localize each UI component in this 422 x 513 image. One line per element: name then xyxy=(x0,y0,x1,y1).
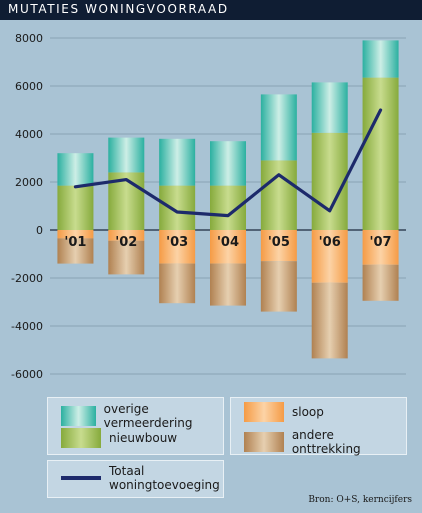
legend-label-overige: overige vermeerdering xyxy=(103,402,193,430)
bar-overige-vermeerdering-4 xyxy=(260,94,297,161)
x-tick-label: '02 xyxy=(115,235,137,250)
legend-item-overige: overige vermeerdering xyxy=(61,402,223,430)
bar-overige-vermeerdering-0 xyxy=(57,153,94,186)
title-bar: MUTATIES WONINGVOORRAAD xyxy=(0,0,422,20)
bar-andere-onttrekking-0 xyxy=(57,238,94,264)
legend-increase-box: overige vermeerdering nieuwbouw xyxy=(47,397,224,455)
y-tick-label: -6000 xyxy=(11,368,43,381)
legend-decrease-box: sloop andere onttrekking xyxy=(230,397,407,456)
chart: '01 '02 '03 '04 '05 '06 '07 -6000 -4000 -2000 0 20… xyxy=(11,32,406,381)
legend-item-nieuwbouw: nieuwbouw xyxy=(61,428,177,448)
y-tick-label: -4000 xyxy=(11,320,43,333)
bar-nieuwbouw-6 xyxy=(362,77,399,230)
bar-nieuwbouw-5 xyxy=(311,132,348,230)
legend-item-totaal: Totaal woningtoevoeging xyxy=(61,464,220,492)
bar-andere-onttrekking-3 xyxy=(210,263,246,306)
x-tick-label: '03 xyxy=(166,235,188,250)
y-tick-label: 4000 xyxy=(15,128,43,141)
swatch-sloop xyxy=(244,402,284,422)
y-tick-label: 2000 xyxy=(15,176,43,189)
y-tick-label: 0 xyxy=(36,224,43,237)
bar-overige-vermeerdering-3 xyxy=(210,141,246,186)
x-tick-label: '06 xyxy=(319,235,341,250)
bar-sloop-0 xyxy=(57,230,94,239)
bar-nieuwbouw-3 xyxy=(210,185,246,230)
bar-andere-onttrekking-2 xyxy=(159,263,196,304)
x-tick-label: '01 xyxy=(64,235,86,250)
legend-line-box: Totaal woningtoevoeging xyxy=(47,460,224,498)
bar-sloop-6 xyxy=(362,230,399,265)
y-tick-label: 8000 xyxy=(15,32,43,45)
bar-nieuwbouw-2 xyxy=(159,185,196,230)
legend-label-sloop: sloop xyxy=(292,405,324,419)
swatch-totaal-line xyxy=(61,476,101,480)
swatch-onttrekking xyxy=(244,432,284,452)
y-tick-label: 6000 xyxy=(15,80,43,93)
bar-andere-onttrekking-4 xyxy=(260,261,297,312)
bar-overige-vermeerdering-6 xyxy=(362,40,399,78)
legend-label-totaal: Totaal woningtoevoeging xyxy=(109,464,220,492)
bar-sloop-3 xyxy=(210,230,246,264)
bar-overige-vermeerdering-2 xyxy=(159,138,196,186)
bar-andere-onttrekking-1 xyxy=(108,240,145,275)
chart-title: MUTATIES WONINGVOORRAAD xyxy=(8,2,229,16)
total-line xyxy=(73,108,383,218)
legend-item-onttrekking: andere onttrekking xyxy=(244,428,406,456)
x-tick-label: '05 xyxy=(268,235,290,250)
legend-label-totaal-line2: woningtoevoeging xyxy=(109,478,220,492)
legend-label-nieuwbouw: nieuwbouw xyxy=(109,431,178,445)
swatch-overige xyxy=(61,406,96,426)
x-tick-label: '07 xyxy=(370,235,392,250)
bar-andere-onttrekking-6 xyxy=(362,264,399,301)
source-note: Bron: O+S, kerncijfers xyxy=(308,495,412,505)
bar-andere-onttrekking-5 xyxy=(311,282,348,359)
bar-sloop-1 xyxy=(108,230,145,241)
y-tick-label: -2000 xyxy=(11,272,43,285)
bar-sloop-5 xyxy=(311,230,348,283)
bar-sloop-2 xyxy=(159,230,196,264)
legend-item-sloop: sloop xyxy=(244,402,324,422)
bar-sloop-4 xyxy=(260,230,297,262)
bar-nieuwbouw-4 xyxy=(260,160,297,230)
bar-overige-vermeerdering-5 xyxy=(311,82,348,133)
x-tick-label: '04 xyxy=(217,235,239,250)
legend-label-totaal-line1: Totaal xyxy=(109,464,145,478)
legend-label-onttrekking: andere onttrekking xyxy=(291,428,361,456)
bar-overige-vermeerdering-1 xyxy=(108,137,145,173)
bar-nieuwbouw-0 xyxy=(57,185,94,230)
swatch-nieuwbouw xyxy=(61,428,101,448)
